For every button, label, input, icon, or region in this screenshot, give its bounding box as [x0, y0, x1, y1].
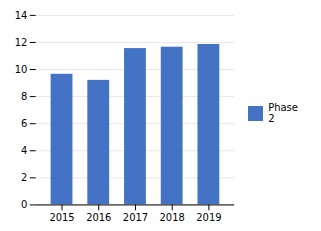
svg-text:2016: 2016 — [86, 212, 111, 223]
svg-text:8: 8 — [21, 91, 27, 102]
svg-text:2015: 2015 — [49, 212, 74, 223]
svg-text:2019: 2019 — [196, 212, 221, 223]
svg-text:0: 0 — [21, 199, 27, 210]
svg-text:14: 14 — [15, 9, 28, 20]
html-text:Phase 2: Phase 2 — [268, 102, 298, 124]
svg-text:2017: 2017 — [123, 212, 148, 223]
svg-text:10: 10 — [15, 64, 28, 75]
svg-text:12: 12 — [15, 37, 28, 48]
svg-text:6: 6 — [21, 118, 27, 129]
svg-text:2: 2 — [21, 172, 27, 183]
svg-text:2018: 2018 — [160, 212, 185, 223]
svg-text:4: 4 — [21, 145, 27, 156]
